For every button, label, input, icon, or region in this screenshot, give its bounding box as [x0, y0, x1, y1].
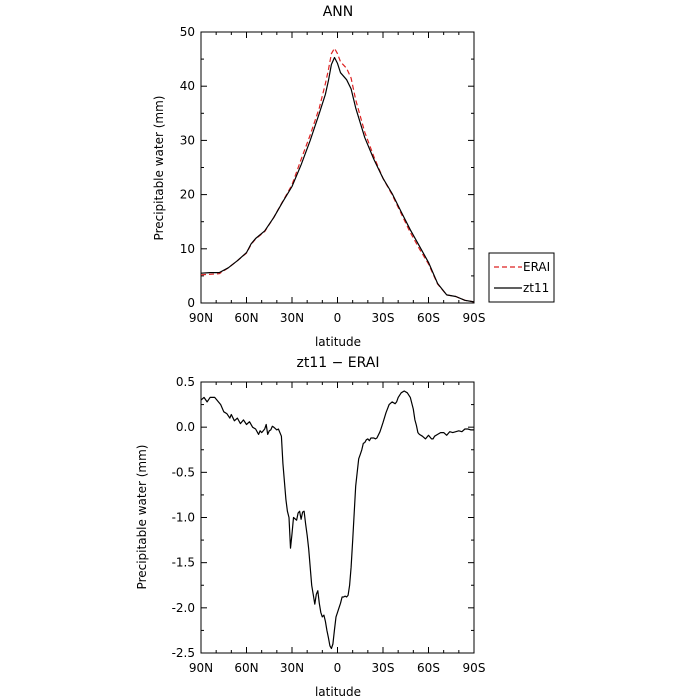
plot-lines	[200, 390, 474, 650]
x-tick-label: 30N	[280, 661, 304, 675]
legend-label: ERAI	[523, 260, 550, 274]
legend: ERAI zt11	[488, 252, 555, 303]
y-tick-label: 20	[180, 188, 195, 202]
x-tick-label: 60N	[234, 661, 258, 675]
x-tick-label: 30S	[372, 661, 395, 675]
y-tick-label: -1.5	[172, 556, 195, 570]
series-line-ERAI	[200, 47, 475, 303]
x-axis-label: latitude	[315, 335, 361, 349]
y-axis-label: Precipitable water (mm)	[135, 445, 149, 590]
y-tick-label: 0.0	[176, 420, 195, 434]
plot-lines	[200, 47, 475, 303]
x-tick-label: 30N	[280, 311, 304, 325]
axis-ticks: 90N 60N 30N 0 30S 60S 90S -2.5 -2.0 -1.5 -1.0 -0.5 0…	[172, 375, 486, 675]
y-tick-label: 0.5	[176, 375, 195, 389]
y-tick-label: -0.5	[172, 465, 195, 479]
x-tick-label: 0	[334, 661, 342, 675]
x-tick-label: 0	[334, 311, 342, 325]
series-line-difference	[200, 390, 474, 650]
chart-title: zt11 − ERAI	[297, 355, 380, 371]
y-tick-label: 50	[180, 25, 195, 39]
legend-label: zt11	[523, 281, 549, 295]
x-tick-label: 60S	[417, 661, 440, 675]
x-tick-label: 60N	[234, 311, 258, 325]
x-tick-label: 90N	[189, 311, 213, 325]
y-tick-label: 0	[187, 296, 195, 310]
y-tick-label: 30	[180, 133, 195, 147]
y-tick-label: 40	[180, 79, 195, 93]
legend-box	[488, 252, 555, 303]
ann-panel: ANN latitude Precipitable water (mm) 90N…	[152, 4, 555, 349]
x-tick-label: 30S	[372, 311, 395, 325]
chart-title: ANN	[323, 4, 354, 20]
plot-frame	[200, 31, 475, 304]
axis-ticks: 90N 60N 30N 0 30S 60S 90S 0 10 20 30 40 50	[180, 25, 486, 325]
y-tick-label: -2.5	[172, 646, 195, 660]
series-line-zt11	[200, 56, 475, 303]
x-tick-label: 90S	[463, 311, 486, 325]
difference-panel: zt11 − ERAI latitude Precipitable water …	[135, 355, 485, 699]
y-tick-label: 10	[180, 242, 195, 256]
x-tick-label: 90S	[463, 661, 486, 675]
x-axis-label: latitude	[315, 685, 361, 699]
x-tick-label: 60S	[417, 311, 440, 325]
x-tick-label: 90N	[189, 661, 213, 675]
y-axis-label: Precipitable water (mm)	[152, 96, 166, 241]
y-tick-label: -2.0	[172, 601, 195, 615]
y-tick-label: -1.0	[172, 511, 195, 525]
